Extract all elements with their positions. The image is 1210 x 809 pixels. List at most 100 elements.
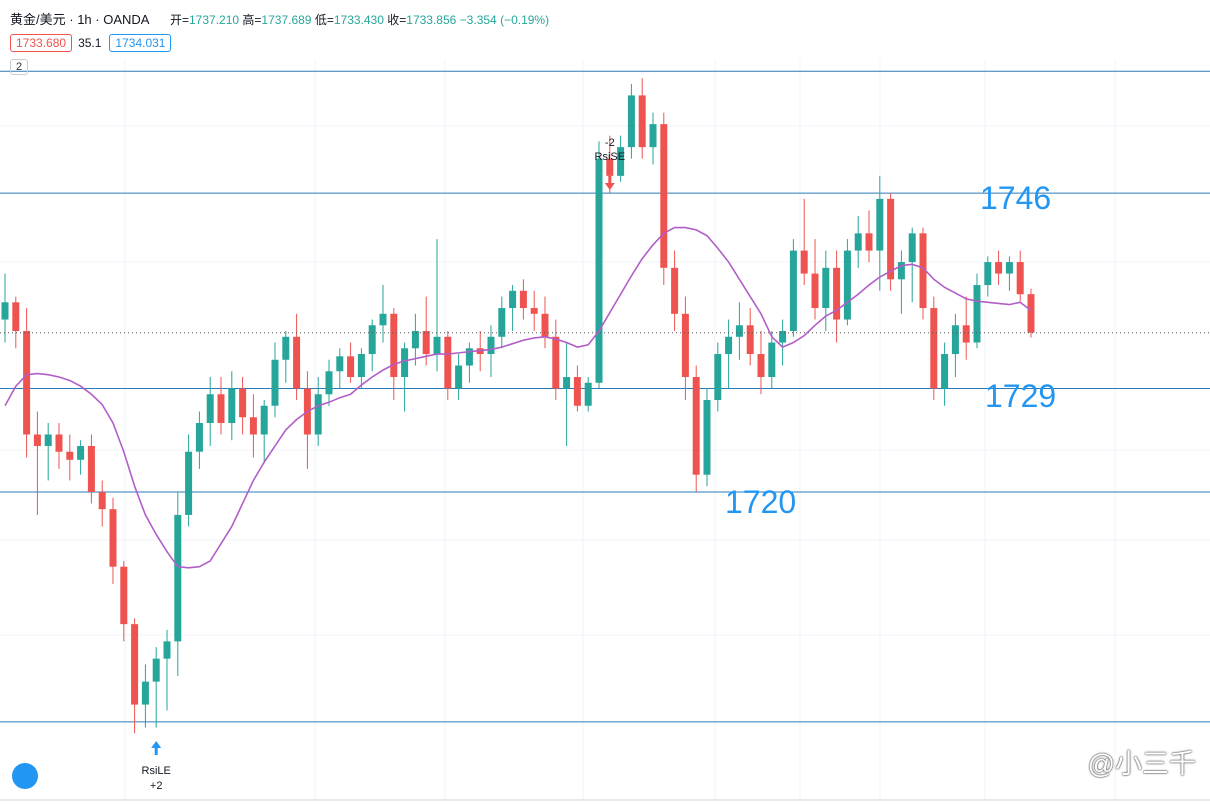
candle-body xyxy=(714,354,722,400)
candle-body xyxy=(833,267,841,320)
candle-body xyxy=(660,124,668,268)
candle-body xyxy=(843,250,851,320)
candle-body xyxy=(951,325,959,355)
symbol: 黄金/美元 xyxy=(10,12,66,27)
candle-body xyxy=(433,336,441,355)
candle-body xyxy=(465,348,473,366)
candle-body xyxy=(120,566,128,625)
candle-body xyxy=(487,336,495,355)
candle-body xyxy=(12,302,20,332)
candle-body xyxy=(152,658,160,682)
level-label: 1729 xyxy=(985,378,1056,414)
candle-body xyxy=(638,95,646,148)
candle-body xyxy=(746,325,754,355)
high: 1737.689 xyxy=(261,13,312,27)
candle-body xyxy=(185,451,193,515)
signal-qty: +2 xyxy=(150,780,163,792)
candle-body xyxy=(681,313,689,378)
signal-label: RsiLE xyxy=(142,765,171,777)
candle-body xyxy=(401,348,409,378)
candle-body xyxy=(77,445,85,460)
candle-body xyxy=(757,354,765,378)
candle-body xyxy=(239,388,247,418)
level-label: 1720 xyxy=(725,484,796,520)
candle-body xyxy=(1016,262,1024,295)
candle-body xyxy=(357,354,365,378)
interval: 1h xyxy=(77,12,92,27)
indicator-badge[interactable]: 2 xyxy=(10,59,29,75)
candle-body xyxy=(141,681,149,705)
candle-body xyxy=(411,331,419,349)
candle-body xyxy=(735,325,743,337)
label: 开= xyxy=(169,13,189,27)
candle-body xyxy=(336,356,344,372)
candle-body xyxy=(552,336,560,389)
logo[interactable] xyxy=(12,763,38,789)
candle-body xyxy=(347,356,355,378)
candle-body xyxy=(692,377,700,475)
candle-body xyxy=(498,308,506,337)
candle-body xyxy=(368,325,376,355)
candle-body xyxy=(1005,262,1013,274)
candle-body xyxy=(314,394,322,435)
candle-body xyxy=(573,377,581,406)
candle-body xyxy=(617,147,625,176)
spread: 35.1 xyxy=(78,36,102,50)
close: 1733.856 xyxy=(406,13,457,27)
symbol-line: 黄金/美元 · 1h · OANDA 开=1737.210 高=1737.689… xyxy=(10,12,550,27)
candle-body xyxy=(595,158,603,383)
candle-body xyxy=(325,371,333,395)
candle-body xyxy=(854,233,862,251)
candle-body xyxy=(930,308,938,389)
level-label: 1746 xyxy=(980,180,1051,216)
candle-body xyxy=(206,394,214,423)
quote-line: 1733.680 35.1 1734.031 xyxy=(10,34,549,52)
broker: OANDA xyxy=(103,12,149,27)
candle-body xyxy=(800,250,808,274)
candle-body xyxy=(519,290,527,309)
candle-body xyxy=(887,198,895,280)
candle-body xyxy=(44,434,52,446)
candle-body xyxy=(908,233,916,263)
candle-body xyxy=(131,624,139,705)
candle-body xyxy=(822,267,830,309)
candle-body xyxy=(1,302,9,320)
candle-body xyxy=(703,400,711,475)
label: 高= xyxy=(242,13,262,27)
signal-qty: -2 xyxy=(605,137,615,149)
candle-body xyxy=(541,313,549,337)
candle-body xyxy=(293,336,301,389)
candle-body xyxy=(984,262,992,286)
low: 1733.430 xyxy=(333,13,384,27)
candle-body xyxy=(509,290,517,309)
bid[interactable]: 1733.680 xyxy=(10,34,73,52)
candle-body xyxy=(174,514,182,642)
candle-body xyxy=(109,509,117,567)
candle-body xyxy=(811,273,819,309)
candle-body xyxy=(379,313,387,326)
ask[interactable]: 1734.031 xyxy=(109,34,172,52)
candle-body xyxy=(941,354,949,389)
ma-line xyxy=(4,226,1032,569)
candle-body xyxy=(897,262,905,280)
candle-body xyxy=(919,233,927,309)
candle-body xyxy=(249,417,257,435)
candle-body xyxy=(217,394,225,423)
candle-body xyxy=(584,382,592,406)
candle-body xyxy=(973,285,981,343)
candle-body xyxy=(87,445,95,492)
candle-body xyxy=(282,336,290,360)
candle-body xyxy=(779,331,787,343)
candle-body xyxy=(789,250,797,332)
change: −3.354 xyxy=(459,13,497,27)
candle-body xyxy=(1027,294,1035,333)
change-pct: (−0.19%) xyxy=(500,13,550,27)
watermark: @小三千 xyxy=(1087,749,1196,779)
signal-label: RsiSE xyxy=(595,151,626,163)
candle-body xyxy=(865,233,873,251)
candle-body xyxy=(55,434,63,452)
candle-body xyxy=(444,336,452,389)
candle-body xyxy=(98,491,106,510)
